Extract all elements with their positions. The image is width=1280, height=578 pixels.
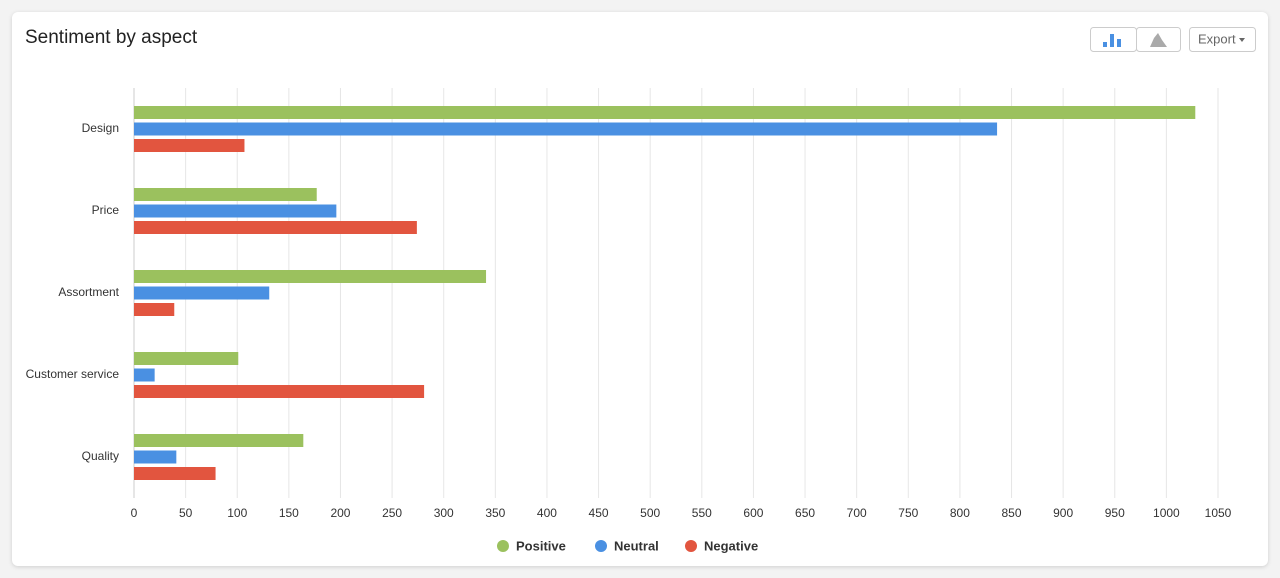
y-tick-label: Quality bbox=[82, 449, 119, 463]
y-tick-label: Price bbox=[92, 203, 120, 217]
area-icon bbox=[1150, 33, 1167, 47]
bar bbox=[134, 368, 155, 382]
bar bbox=[134, 204, 337, 218]
x-tick-label: 100 bbox=[227, 506, 247, 520]
bar bbox=[134, 270, 487, 283]
x-tick-label: 450 bbox=[589, 506, 609, 520]
bar bbox=[134, 188, 317, 201]
bar bbox=[134, 385, 425, 398]
y-tick-label: Assortment bbox=[58, 285, 119, 299]
x-tick-label: 950 bbox=[1105, 506, 1125, 520]
x-tick-label: 500 bbox=[640, 506, 660, 520]
bar bbox=[134, 139, 245, 152]
x-tick-label: 600 bbox=[743, 506, 763, 520]
legend-marker bbox=[685, 540, 697, 552]
bar bbox=[134, 106, 1196, 119]
y-tick-label: Customer service bbox=[26, 367, 120, 381]
x-tick-label: 900 bbox=[1053, 506, 1073, 520]
bar-icon bbox=[1117, 39, 1121, 47]
legend-label: Positive bbox=[516, 538, 566, 553]
x-tick-label: 150 bbox=[279, 506, 299, 520]
x-tick-label: 700 bbox=[847, 506, 867, 520]
x-tick-label: 350 bbox=[485, 506, 505, 520]
bar bbox=[134, 352, 239, 365]
x-tick-label: 850 bbox=[1002, 506, 1022, 520]
legend-label: Neutral bbox=[614, 538, 659, 553]
bar bbox=[134, 303, 175, 316]
x-tick-label: 200 bbox=[330, 506, 350, 520]
legend-marker bbox=[497, 540, 509, 552]
x-tick-label: 750 bbox=[898, 506, 918, 520]
x-tick-label: 50 bbox=[179, 506, 193, 520]
export-label: Export bbox=[1198, 31, 1236, 46]
x-tick-label: 650 bbox=[795, 506, 815, 520]
bar bbox=[134, 434, 304, 447]
bar bbox=[134, 286, 270, 300]
legend-marker bbox=[595, 540, 607, 552]
bar bbox=[134, 450, 177, 464]
export-button[interactable] bbox=[1189, 27, 1256, 52]
x-tick-label: 550 bbox=[692, 506, 712, 520]
bar-icon bbox=[1103, 42, 1107, 47]
bar-icon bbox=[1110, 34, 1114, 47]
x-tick-label: 1000 bbox=[1153, 506, 1180, 520]
x-tick-label: 0 bbox=[131, 506, 138, 520]
y-tick-label: Design bbox=[82, 121, 119, 135]
bar bbox=[134, 122, 998, 136]
x-tick-label: 800 bbox=[950, 506, 970, 520]
bar bbox=[134, 467, 216, 480]
x-tick-label: 250 bbox=[382, 506, 402, 520]
x-tick-label: 300 bbox=[434, 506, 454, 520]
chart-title: Sentiment by aspect bbox=[25, 27, 198, 48]
chart-type-buttons: Export bbox=[1090, 27, 1256, 52]
dropdown-caret bbox=[1239, 38, 1245, 42]
legend-label: Negative bbox=[704, 538, 758, 553]
bar bbox=[134, 221, 417, 234]
x-tick-label: 400 bbox=[537, 506, 557, 520]
x-tick-label: 1050 bbox=[1205, 506, 1232, 520]
